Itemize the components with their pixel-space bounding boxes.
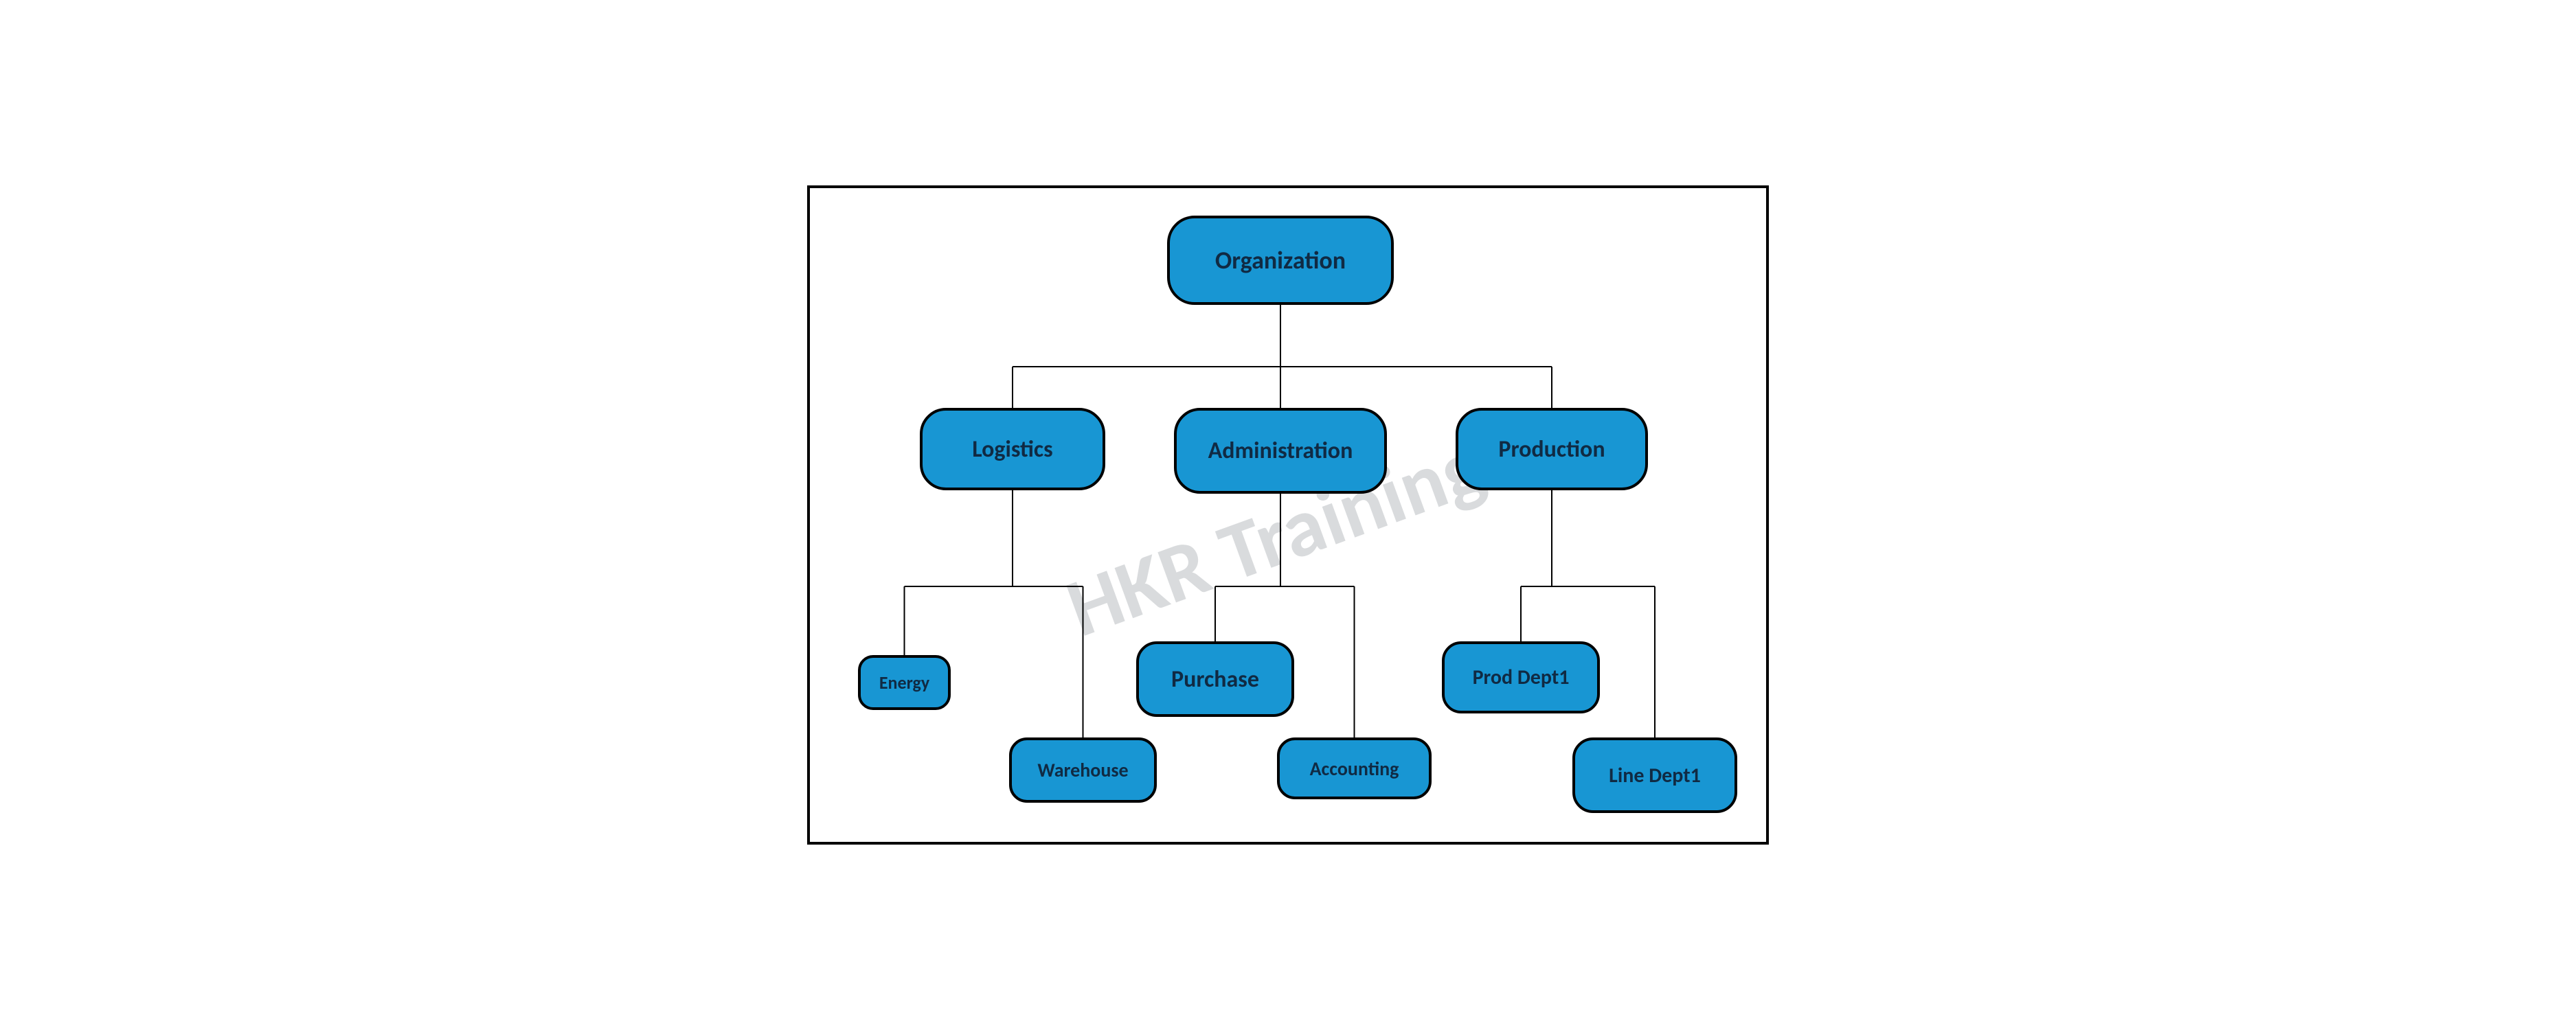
node-org: Organization: [1167, 216, 1394, 305]
node-warehouse: Warehouse: [1009, 737, 1157, 803]
node-energy: Energy: [858, 655, 951, 710]
node-logistics: Logistics: [920, 408, 1105, 490]
canvas: HKR Trainings OrganizationLogisticsAdmin…: [0, 0, 2576, 1030]
node-admin: Administration: [1174, 408, 1387, 494]
diagram-frame: HKR Trainings OrganizationLogisticsAdmin…: [807, 185, 1769, 845]
node-purchase: Purchase: [1136, 641, 1294, 717]
node-proddept: Prod Dept1: [1442, 641, 1600, 713]
node-production: Production: [1456, 408, 1648, 490]
node-accounting: Accounting: [1277, 737, 1432, 799]
node-linedept: Line Dept1: [1572, 737, 1737, 813]
